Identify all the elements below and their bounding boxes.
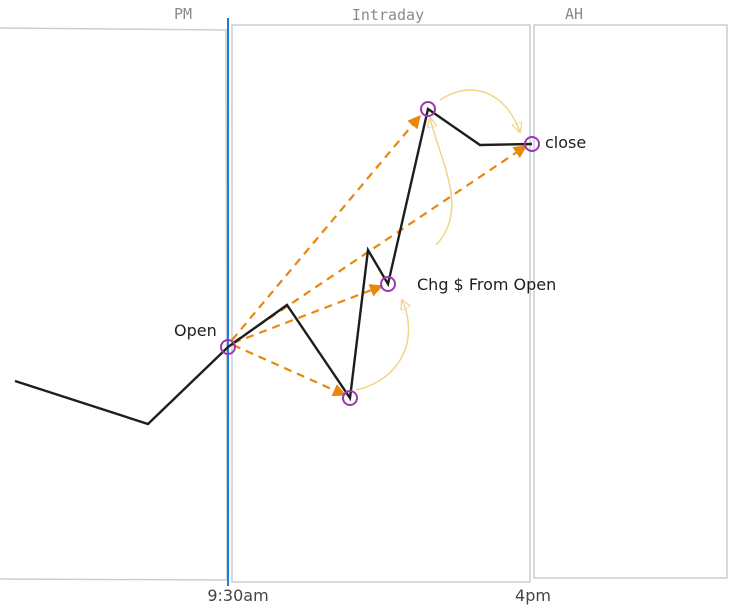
- close-label: close: [545, 133, 586, 152]
- section-label: AH: [565, 5, 583, 23]
- section-label: PM: [174, 5, 192, 23]
- arrow: [430, 118, 453, 246]
- points: [220, 101, 540, 406]
- point: [342, 390, 358, 406]
- panels: [0, 24, 728, 583]
- axis-label: 9:30am: [207, 586, 268, 605]
- open-label: Open: [174, 321, 217, 340]
- arrow: [439, 89, 520, 132]
- change-arrows: [231, 114, 528, 397]
- ah-panel: [533, 24, 728, 579]
- arrow: [355, 300, 409, 391]
- arrow: [232, 343, 347, 397]
- arrow: [232, 284, 384, 345]
- axis-label: 4pm: [515, 586, 551, 605]
- price-line: [14, 107, 533, 426]
- intraday-panel: [231, 24, 531, 583]
- pm-panel: [0, 27, 228, 581]
- move-arrows: [355, 89, 520, 391]
- arrow: [231, 114, 421, 341]
- point: [380, 276, 396, 292]
- point: [524, 136, 540, 152]
- point: [220, 339, 236, 355]
- point: [420, 101, 436, 117]
- section-label: Intraday: [352, 6, 424, 24]
- change-label: Chg $ From Open: [417, 275, 556, 294]
